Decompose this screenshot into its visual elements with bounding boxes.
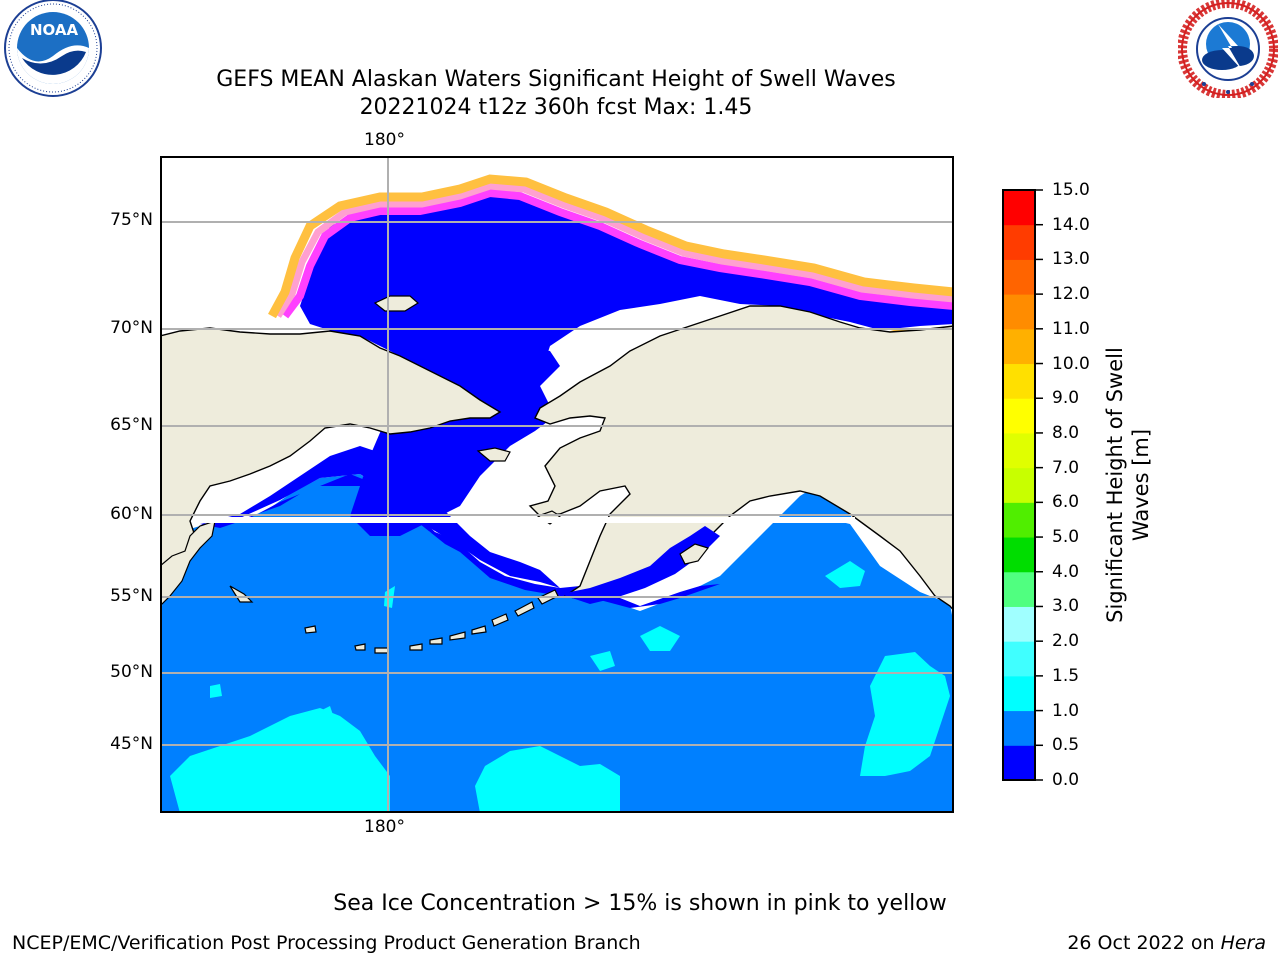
colorbar-tick-label: 0.5: [1052, 735, 1080, 756]
colorbar-tick-label: 8.0: [1052, 422, 1080, 443]
sea-ice-edge-light: [275, 182, 954, 318]
data-gap-band: [200, 517, 855, 523]
colorbar-tick-label: 10.0: [1052, 353, 1090, 374]
colorbar-segment: [1003, 259, 1035, 295]
lat-label-70: 70°N: [110, 318, 153, 338]
colorbar-tick-label: 4.0: [1052, 561, 1080, 582]
colorbar-segment: [1003, 745, 1035, 781]
colorbar-tick-label: 12.0: [1052, 284, 1090, 305]
colorbar-tick-label: 7.0: [1052, 457, 1080, 478]
host-name: Hera: [1220, 932, 1266, 954]
aleutian-islands: [229, 585, 559, 654]
chart-subtitle: 20221024 t12z 360h fcst Max: 1.45: [359, 95, 753, 120]
colorbar-segment: [1003, 675, 1035, 712]
colorbar-segments: [1003, 190, 1035, 781]
colorbar-tick-label: 3.0: [1052, 596, 1080, 617]
map-frame: [160, 156, 954, 813]
colorbar-segment: [1003, 641, 1035, 677]
colorbar-segment: [1003, 294, 1035, 330]
colorbar-segment: [1003, 710, 1035, 746]
kodiak-island: [679, 543, 710, 565]
colorbar-tick-label: 15.0: [1052, 180, 1090, 200]
swell-height-map: [160, 156, 954, 813]
st-lawrence-island: [476, 447, 511, 462]
colorbar-segment: [1003, 190, 1035, 226]
colorbar-tick-label: 2.0: [1052, 631, 1080, 652]
graticule: [160, 156, 954, 813]
date-text: 26 Oct 2022 on: [1067, 932, 1215, 954]
colorbar-segment: [1003, 606, 1035, 642]
colorbar-segment: [1003, 467, 1035, 503]
noaa-logo-text: NOAA: [30, 21, 79, 39]
lat-label-50: 50°N: [110, 662, 153, 682]
noaa-logo: NOAA: [2, 0, 104, 100]
colorbar-segment: [1003, 502, 1035, 538]
colorbar-segment: [1003, 224, 1035, 260]
colorbar-segment: [1003, 398, 1035, 434]
colorbar-segment: [1003, 363, 1035, 399]
colorbar-tick-label: 6.0: [1052, 492, 1080, 513]
siberia-land: [160, 327, 502, 577]
swell-patch-small-4: [310, 706, 335, 728]
lat-label-75: 75°N: [110, 210, 153, 230]
nws-logo-graphic: [1177, 0, 1279, 100]
lon-label-bottom: 180°: [364, 817, 405, 837]
lon-label-top: 180°: [364, 130, 405, 150]
pacific-ocean-region: [160, 471, 954, 813]
lat-label-55: 55°N: [110, 586, 153, 606]
colorbar-tick-label: 5.0: [1052, 527, 1080, 548]
colorbar-tick-label: 1.5: [1052, 665, 1080, 686]
sea-ice-note: Sea Ice Concentration > 15% is shown in …: [333, 891, 947, 916]
swell-patch-mid: [640, 626, 680, 651]
colorbar-tick-label: 14.0: [1052, 214, 1090, 235]
colorbar-frame: [1002, 189, 1036, 781]
colorbar-tick-label: 0.0: [1052, 770, 1080, 790]
colorbar-label: Significant Height of Swell Waves [m]: [1103, 347, 1153, 623]
bering-sea-inner: [200, 446, 560, 588]
colorbar-segment: [1003, 328, 1035, 365]
swell-patch-gulf: [825, 561, 865, 588]
swell-patch-small-3: [210, 684, 222, 698]
noaa-logo-graphic: [4, 0, 102, 97]
colorbar-tick-label: 11.0: [1052, 318, 1090, 339]
swell-patch-small-1: [590, 651, 615, 671]
chart-title: GEFS MEAN Alaskan Waters Significant Hei…: [216, 67, 896, 92]
credit-text: NCEP/EMC/Verification Post Processing Pr…: [12, 932, 641, 954]
lat-label-60: 60°N: [110, 504, 153, 524]
colorbar-segment: [1003, 571, 1035, 607]
chukchi-beaufort-sea: [300, 192, 954, 418]
colorbar: [1002, 189, 1036, 781]
nws-logo: [1177, 0, 1279, 100]
swell-patch-southwest: [170, 708, 390, 813]
colorbar-tick-label: 1.0: [1052, 700, 1080, 721]
colorbar-tick-label: 13.0: [1052, 249, 1090, 270]
alaska-peninsula-shadow: [560, 526, 720, 604]
colorbar-tick-marks: [1036, 189, 1043, 781]
colorbar-segment: [1003, 432, 1035, 469]
sea-ice-edge-pink: [281, 188, 954, 319]
swell-patch-south-central: [475, 746, 620, 813]
wrangel-island: [373, 295, 420, 312]
colorbar-segment: [1003, 537, 1035, 573]
lat-label-65: 65°N: [110, 415, 153, 435]
date-stamp: 26 Oct 2022 on Hera: [1067, 932, 1266, 954]
lat-label-45: 45°N: [110, 734, 153, 754]
colorbar-tick-label: 9.0: [1052, 388, 1080, 409]
